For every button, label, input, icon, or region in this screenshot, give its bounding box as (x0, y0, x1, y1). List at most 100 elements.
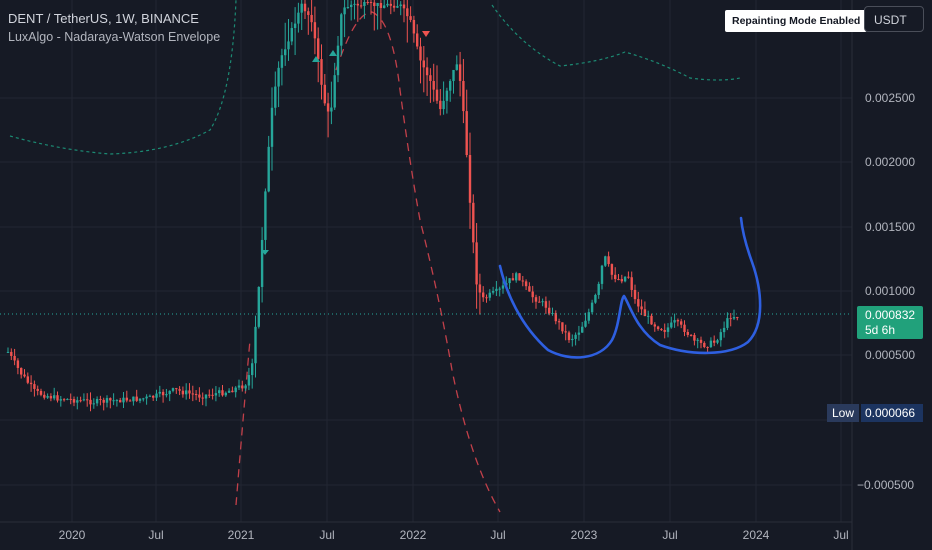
candle-body (389, 3, 392, 6)
candle-body (373, 2, 376, 7)
x-label: 2024 (743, 528, 770, 542)
candle-body (49, 396, 53, 399)
candle-body (320, 59, 323, 85)
candle-body (92, 403, 95, 405)
x-label: Jul (662, 528, 677, 542)
x-label: 2020 (59, 528, 86, 542)
indicator-title[interactable]: LuxAlgo - Nadaraya-Watson Envelope (8, 30, 221, 44)
candle-body (696, 339, 699, 341)
candle-body (119, 400, 122, 403)
candle-body (680, 321, 683, 325)
candle-body (135, 396, 138, 401)
candle-body (561, 322, 564, 332)
candle-body (699, 339, 703, 343)
candle-body (204, 394, 208, 399)
candle-body (340, 14, 343, 46)
candle-body (640, 306, 643, 310)
candle-body (412, 19, 416, 34)
candle-body (650, 315, 653, 325)
candle-body (630, 277, 633, 290)
candle-body (713, 340, 716, 343)
candle-body (623, 276, 627, 282)
candle-body (277, 67, 280, 87)
x-label: 2021 (228, 528, 255, 542)
candle-body (528, 286, 531, 292)
candle-body (475, 242, 478, 285)
candle-body (515, 273, 518, 281)
candle-body (643, 309, 647, 317)
buy-signal (329, 50, 337, 56)
candle-body (254, 326, 257, 364)
candle-body (614, 274, 617, 280)
candle-body (369, 2, 373, 4)
candle-body (29, 382, 33, 385)
candle-body (115, 400, 119, 402)
candle-body (303, 3, 307, 12)
candle-body (168, 390, 171, 395)
candle-body (581, 326, 584, 333)
candle-body (33, 384, 36, 389)
candle-body (290, 28, 293, 42)
candle-body (541, 301, 544, 303)
candle-body (109, 398, 112, 401)
candle-body (323, 84, 326, 104)
candle-body (455, 64, 458, 70)
candle-body (594, 294, 597, 303)
candle-body (409, 16, 412, 20)
candle-body (647, 315, 650, 317)
candle-body (472, 202, 475, 243)
candle-body (181, 390, 185, 395)
envelope-upper-2 (491, 4, 741, 81)
candle-body (188, 390, 191, 394)
candle-body (39, 390, 43, 395)
candle-body (379, 3, 383, 8)
bar-countdown: 5d 6h (865, 323, 896, 337)
candle-body (336, 45, 340, 76)
candle-body (498, 288, 501, 290)
candle-body (330, 107, 333, 112)
candle-body (353, 3, 356, 5)
candle-body (501, 285, 505, 289)
candle-body (251, 363, 254, 376)
candle-body (152, 395, 155, 398)
candle-body (343, 7, 346, 15)
candle-body (56, 395, 59, 401)
candle-body (392, 5, 396, 8)
candle-body (161, 391, 165, 396)
candle-body (442, 100, 445, 110)
candle-body (20, 367, 23, 375)
candle-body (676, 320, 680, 322)
sell-signal (422, 31, 430, 37)
candle-body (227, 390, 231, 393)
low-value: 0.000066 (861, 404, 923, 422)
candle-body (224, 392, 227, 396)
candle-body (693, 335, 696, 341)
candle-body (43, 394, 46, 398)
candle-body (112, 400, 115, 402)
symbol-title[interactable]: DENT / TetherUS, 1W, BINANCE (8, 11, 199, 26)
candle-body (148, 395, 152, 397)
candle-body (59, 399, 62, 401)
candle-body (449, 81, 452, 91)
candle-body (46, 396, 49, 398)
candle-body (356, 3, 359, 6)
candle-body (257, 286, 260, 327)
candle-body (89, 399, 92, 405)
candle-body (511, 278, 515, 281)
candle-body (313, 22, 317, 39)
candle-body (590, 302, 594, 313)
candle-body (716, 340, 719, 343)
candle-body (175, 388, 178, 390)
candle-body (105, 398, 109, 403)
currency-button[interactable]: USDT (864, 6, 924, 32)
candle-body (670, 322, 673, 328)
candle-body (518, 273, 521, 281)
candle-body (663, 329, 666, 332)
candle-body (66, 398, 69, 400)
candle-body (458, 64, 462, 81)
candle-body (508, 278, 511, 284)
candle-body (128, 400, 132, 402)
envelope-lower (235, 339, 251, 506)
candle-body (247, 375, 251, 386)
